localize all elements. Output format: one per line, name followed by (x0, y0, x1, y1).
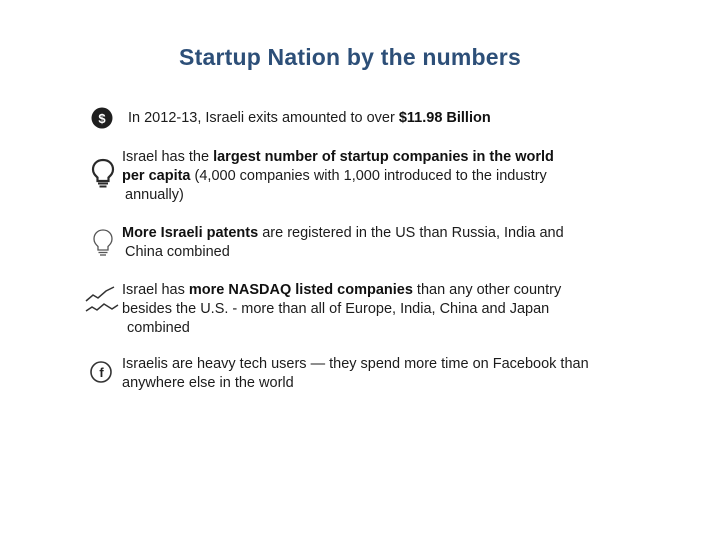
text-run: anywhere else in the world (122, 375, 294, 391)
svg-text:$: $ (98, 111, 106, 126)
svg-text:f: f (99, 365, 104, 380)
text-run: In 2012-13, Israeli exits amounted to ov… (128, 110, 399, 126)
text-line: per capita (4,000 companies with 1,000 i… (122, 167, 642, 186)
text-line: besides the U.S. - more than all of Euro… (122, 300, 642, 319)
list-item-text: In 2012-13, Israeli exits amounted to ov… (128, 109, 648, 128)
text-run: Israel has (122, 282, 189, 298)
trend-line-icon (84, 285, 119, 319)
text-line: More Israeli patents are registered in t… (122, 224, 642, 243)
text-line: annually) (122, 186, 642, 205)
text-line: Israel has more NASDAQ listed companies … (122, 281, 642, 300)
text-run: China combined (125, 244, 230, 260)
lightbulb-icon (86, 156, 120, 190)
text-run: Israelis are heavy tech users — they spe… (122, 356, 589, 372)
text-run: are registered in the US than Russia, In… (258, 225, 564, 241)
bold-text: per capita (122, 168, 191, 184)
list-item-text: Israel has more NASDAQ listed companies … (122, 281, 642, 338)
text-run: combined (127, 320, 190, 336)
text-run: Israel has the (122, 149, 214, 165)
text-run: annually) (125, 187, 184, 203)
text-line: Israel has the largest number of startup… (122, 148, 642, 167)
dollar-icon: $ (86, 104, 120, 138)
list-item-text: More Israeli patents are registered in t… (122, 224, 642, 262)
text-run: besides the U.S. - more than all of Euro… (122, 301, 550, 317)
lightbulb-outline-icon (86, 226, 120, 260)
bold-text: $11.98 Billion (398, 110, 491, 126)
text-line: anywhere else in the world (122, 374, 642, 393)
text-run: than any other country (412, 282, 562, 298)
bold-text: largest number of startup companies in t… (213, 149, 554, 165)
bold-text: More Israeli patents (122, 225, 259, 241)
facebook-icon: f (86, 357, 120, 391)
page-title: Startup Nation by the numbers (179, 44, 521, 70)
text-line: In 2012-13, Israeli exits amounted to ov… (128, 109, 648, 128)
text-line: combined (122, 319, 642, 338)
list-item-text: Israel has the largest number of startup… (122, 148, 642, 205)
bold-text: more NASDAQ listed companies (188, 282, 413, 298)
text-run: (4,000 companies with 1,000 introduced t… (190, 168, 547, 184)
list-item-text: Israelis are heavy tech users — they spe… (122, 355, 642, 393)
text-line: Israelis are heavy tech users — they spe… (122, 355, 642, 374)
text-line: China combined (122, 243, 642, 262)
